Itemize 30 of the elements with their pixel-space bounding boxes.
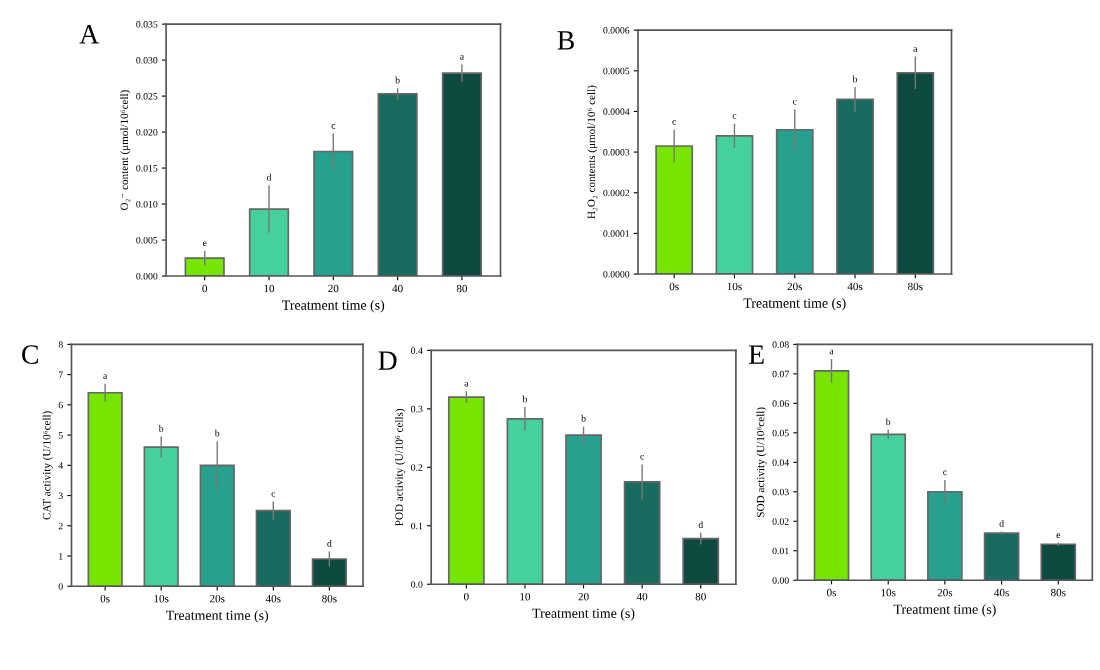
bar — [377, 93, 418, 277]
bar — [441, 72, 483, 277]
chart-title: B — [557, 31, 574, 50]
bar — [715, 134, 754, 275]
bar — [623, 481, 661, 585]
bar — [655, 145, 694, 275]
chart-title: E — [748, 345, 764, 364]
bar — [447, 396, 485, 585]
bar — [184, 257, 225, 277]
bar — [199, 464, 235, 587]
bar — [506, 417, 544, 585]
bar — [775, 128, 814, 275]
bar — [1040, 543, 1077, 581]
bar — [565, 434, 602, 585]
bar — [87, 391, 123, 587]
bar — [313, 150, 354, 277]
chart-title: C — [22, 345, 38, 364]
chart-title: D — [378, 351, 397, 370]
bar — [248, 208, 290, 277]
bar — [983, 532, 1020, 581]
bar — [836, 98, 874, 275]
bar — [870, 433, 907, 581]
bar — [896, 71, 935, 275]
bar — [682, 537, 720, 585]
bar — [813, 370, 850, 581]
bar — [255, 509, 291, 587]
bar — [311, 558, 348, 587]
bar — [143, 446, 179, 587]
bar — [927, 490, 963, 581]
chart-title: A — [79, 25, 100, 44]
